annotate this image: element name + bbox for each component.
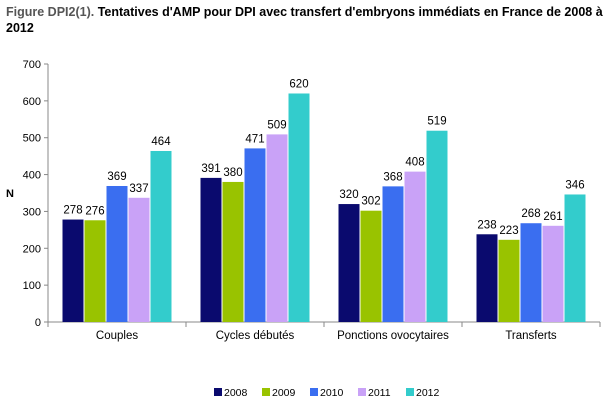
bar-2010 bbox=[106, 185, 128, 322]
data-label: 519 bbox=[427, 116, 446, 128]
data-label: 408 bbox=[405, 157, 424, 169]
chart-title: Figure DPI2(1). Tentatives d'AMP pour DP… bbox=[6, 4, 606, 36]
legend-label: 2012 bbox=[416, 387, 440, 399]
data-label: 276 bbox=[85, 205, 104, 217]
figure-caption: Tentatives d'AMP pour DPI avec transfert… bbox=[6, 5, 603, 35]
bar-2012 bbox=[150, 150, 172, 322]
data-label: 620 bbox=[289, 78, 308, 90]
data-label: 380 bbox=[223, 167, 242, 179]
bar-2012 bbox=[426, 130, 448, 322]
bar-2008 bbox=[476, 234, 498, 322]
bar-2011 bbox=[542, 225, 564, 322]
y-tick-label: 400 bbox=[23, 170, 41, 182]
category-label: Transferts bbox=[505, 330, 557, 342]
category-label: Cycles débutés bbox=[216, 330, 295, 342]
category-label: Ponctions ovocytaires bbox=[337, 330, 449, 342]
data-label: 369 bbox=[107, 171, 126, 183]
category-label: Couples bbox=[96, 330, 138, 342]
bar-2008 bbox=[62, 219, 84, 322]
data-label: 509 bbox=[267, 119, 286, 131]
bar-2008 bbox=[200, 177, 222, 322]
data-label: 238 bbox=[477, 219, 496, 231]
data-label: 471 bbox=[245, 133, 264, 145]
bar-2012 bbox=[564, 194, 586, 322]
legend-label: 2011 bbox=[368, 387, 391, 399]
y-tick-label: 100 bbox=[23, 280, 41, 292]
data-label: 223 bbox=[499, 225, 518, 237]
figure-number: Figure DPI2(1). bbox=[6, 5, 95, 19]
bar-2008 bbox=[338, 204, 360, 322]
bar-2010 bbox=[244, 148, 266, 322]
data-label: 268 bbox=[521, 208, 540, 220]
y-tick-label: 600 bbox=[23, 96, 41, 108]
bar-2012 bbox=[288, 93, 310, 322]
data-label: 320 bbox=[339, 189, 358, 201]
legend-swatch-2012 bbox=[406, 388, 414, 396]
y-tick-label: 500 bbox=[23, 133, 41, 145]
bar-2011 bbox=[128, 197, 150, 322]
data-label: 391 bbox=[201, 163, 220, 175]
legend: 2008 2009 2010 2011 2012 bbox=[214, 387, 440, 399]
y-tick-label: 200 bbox=[23, 243, 41, 255]
data-label: 278 bbox=[63, 205, 82, 217]
data-label: 464 bbox=[151, 136, 171, 148]
bar-2010 bbox=[520, 223, 542, 322]
y-tick-label: 700 bbox=[23, 59, 41, 71]
y-tick-label: 0 bbox=[35, 317, 41, 329]
y-axis-label: N bbox=[6, 188, 14, 200]
legend-label: 2010 bbox=[320, 387, 344, 399]
data-label: 337 bbox=[129, 183, 148, 195]
bar-2011 bbox=[266, 134, 288, 322]
y-tick-label: 300 bbox=[23, 206, 41, 218]
bar-2009 bbox=[360, 210, 382, 322]
bar-2010 bbox=[382, 186, 404, 322]
data-label: 261 bbox=[543, 211, 562, 223]
legend-swatch-2010 bbox=[310, 388, 318, 396]
legend-swatch-2011 bbox=[358, 388, 366, 396]
legend-swatch-2009 bbox=[262, 388, 270, 396]
data-label: 346 bbox=[565, 179, 584, 191]
bar-2009 bbox=[222, 181, 244, 322]
bar-2009 bbox=[498, 239, 520, 322]
bar-2009 bbox=[84, 220, 106, 322]
data-label: 368 bbox=[383, 171, 402, 183]
legend-label: 2008 bbox=[224, 387, 248, 399]
legend-label: 2009 bbox=[272, 387, 296, 399]
legend-swatch-2008 bbox=[214, 388, 222, 396]
data-label: 302 bbox=[361, 196, 380, 208]
bar-2011 bbox=[404, 171, 426, 322]
